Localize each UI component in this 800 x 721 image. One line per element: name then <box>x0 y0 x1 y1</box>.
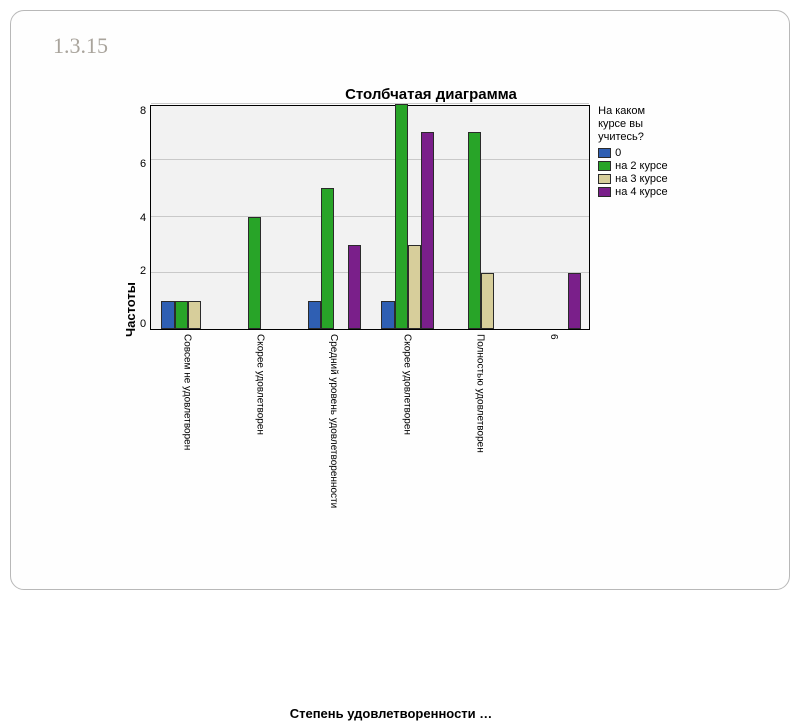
legend-label: 0 <box>615 147 621 159</box>
bar <box>248 217 261 330</box>
legend-swatch <box>598 161 611 171</box>
bar <box>395 104 408 329</box>
legend-title: На какомкурсе выучитесь? <box>598 105 667 145</box>
y-tick: 8 <box>140 105 146 117</box>
gridline <box>151 216 589 217</box>
bar <box>381 301 394 329</box>
legend-item: на 2 курсе <box>598 160 667 172</box>
x-tick: Средний уровень удовлетворенности <box>328 334 339 508</box>
x-tick: Скорее удовлетворен <box>401 334 412 435</box>
bar <box>568 273 581 329</box>
bar <box>421 132 434 329</box>
bar <box>161 301 174 329</box>
x-tick: 6 <box>548 334 559 340</box>
slide-number: 1.3.15 <box>53 33 108 59</box>
bar <box>468 132 481 329</box>
bar-chart: Столбчатая диаграмма Частоты 8 6 4 2 0 Совсе… <box>121 86 741 566</box>
bar <box>308 301 321 329</box>
legend-items: 0на 2 курсена 3 курсена 4 курсе <box>598 147 667 198</box>
bar <box>408 245 421 329</box>
legend-label: на 3 курсе <box>615 173 667 185</box>
legend-swatch <box>598 174 611 184</box>
x-tick: Совсем не удовлетворен <box>181 334 192 450</box>
y-tick: 6 <box>140 158 146 170</box>
y-tick: 2 <box>140 265 146 277</box>
bar <box>481 273 494 329</box>
slide-frame: 1.3.15 Столбчатая диаграмма Частоты 8 6 4 2… <box>10 10 790 590</box>
plot-area <box>150 105 590 330</box>
y-tick: 0 <box>140 318 146 330</box>
bar <box>348 245 361 329</box>
legend-label: на 4 курсе <box>615 186 667 198</box>
x-axis-ticks: Совсем не удовлетворен Скорее удовлетворе… <box>150 330 590 515</box>
legend-item: 0 <box>598 147 667 159</box>
x-tick: Полностью удовлетворен <box>475 334 486 453</box>
legend-label: на 2 курсе <box>615 160 667 172</box>
gridline <box>151 159 589 160</box>
y-axis-ticks: 8 6 4 2 0 <box>140 105 150 330</box>
legend-item: на 3 курсе <box>598 173 667 185</box>
y-axis-label: Частоты <box>121 105 140 515</box>
x-tick: Скорее удовлетворен <box>255 334 266 435</box>
legend-item: на 4 курсе <box>598 186 667 198</box>
bar <box>175 301 188 329</box>
plot-column: Совсем не удовлетворен Скорее удовлетворе… <box>150 105 590 515</box>
bar <box>188 301 201 329</box>
gridline <box>151 103 589 104</box>
chart-title: Столбчатая диаграмма <box>121 86 741 103</box>
y-tick: 4 <box>140 212 146 224</box>
legend-swatch <box>598 148 611 158</box>
legend-swatch <box>598 187 611 197</box>
x-axis-label: Степень удовлетворенности … <box>41 706 741 721</box>
gridline <box>151 272 589 273</box>
bar <box>321 188 334 329</box>
legend: На какомкурсе выучитесь? 0на 2 курсена 3… <box>590 105 667 515</box>
chart-body: Частоты 8 6 4 2 0 Совсем не удовлетворен Скор… <box>121 105 741 515</box>
